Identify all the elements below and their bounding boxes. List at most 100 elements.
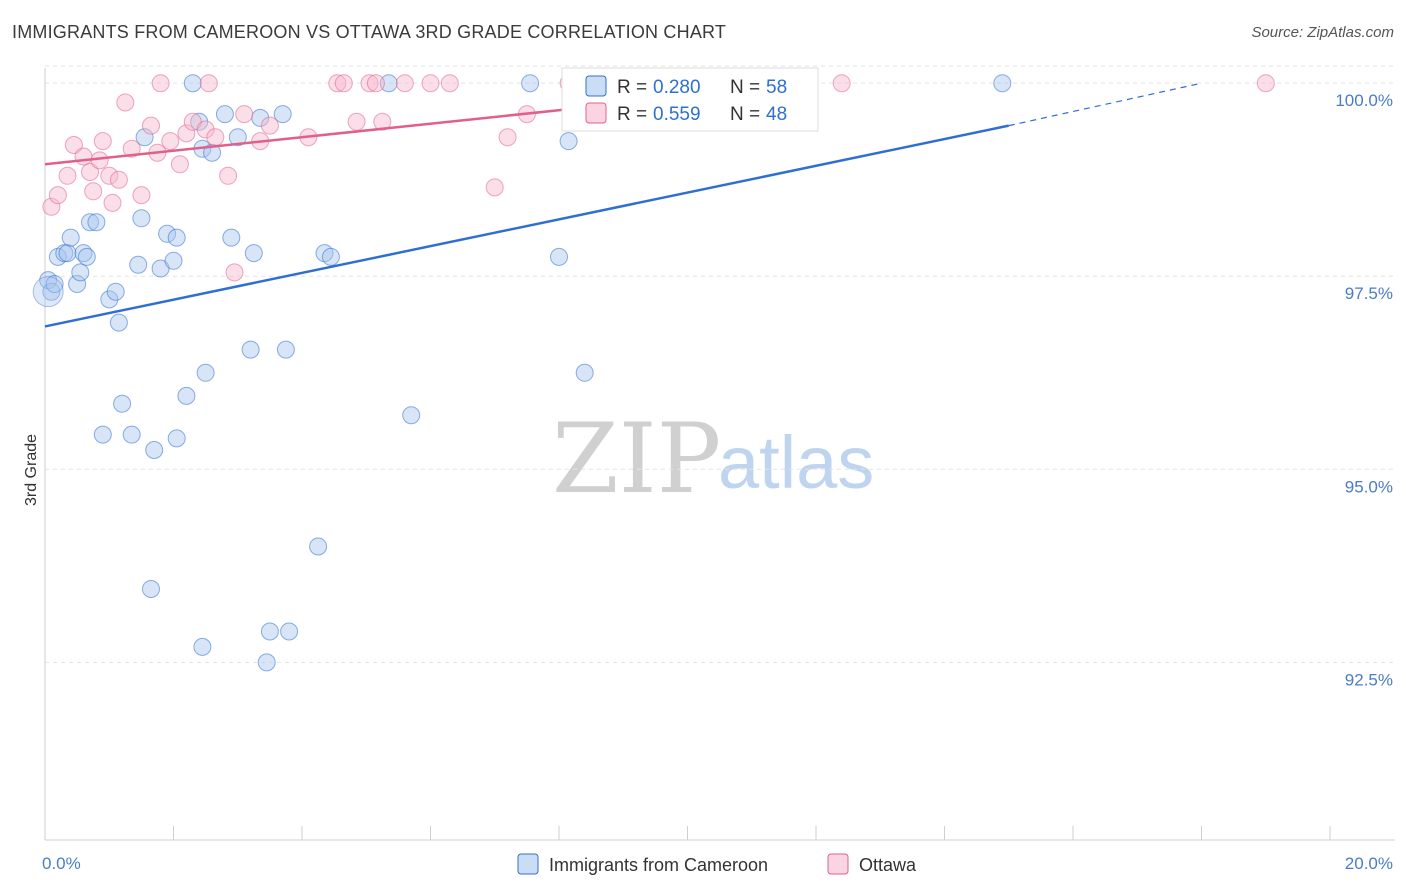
legend-r-value-ottawa: 0.559 xyxy=(653,104,701,125)
ottawa-point-15 xyxy=(142,116,160,135)
ottawa-point-17 xyxy=(151,74,170,93)
ottawa-point-20 xyxy=(177,124,196,143)
cameroon-point-26 xyxy=(203,143,222,162)
cameroon-point-42 xyxy=(241,340,260,359)
legend-r-label-cameroon: R = xyxy=(617,77,647,98)
ottawa-point-3 xyxy=(64,136,83,154)
bottom-legend-swatch-cameroon xyxy=(517,853,539,875)
cameroon-point-45 xyxy=(177,386,196,405)
cameroon-point-12 xyxy=(87,213,106,232)
cameroon-point-56 xyxy=(260,622,279,641)
ottawa-point-9 xyxy=(100,166,119,185)
cameroon-point-40 xyxy=(993,74,1012,93)
ottawa-point-26 xyxy=(225,263,244,282)
cameroon-point-53 xyxy=(309,537,328,556)
ottawa-point-22 xyxy=(196,120,215,139)
ottawa-point-8 xyxy=(93,132,112,151)
ottawa-point-41 xyxy=(498,128,517,147)
cameroon-point-23 xyxy=(183,74,202,93)
cameroon-point-21 xyxy=(164,251,183,270)
cameroon-point-43 xyxy=(276,340,295,359)
cameroon-point-11 xyxy=(81,213,99,232)
ottawa-point-1 xyxy=(48,186,67,205)
cameroon-point-58 xyxy=(257,653,276,672)
watermark-atlas: atlas xyxy=(718,421,874,504)
x-tick-label-max: 20.0% xyxy=(1345,854,1393,873)
y-tick-label-2: 95.0% xyxy=(1345,477,1393,496)
ottawa-point-37 xyxy=(395,74,414,93)
cameroon-point-57 xyxy=(280,622,299,641)
legend-n-label-ottawa: N = xyxy=(730,104,760,125)
legend-n-label-cameroon: N = xyxy=(730,77,760,98)
ottawa-point-14 xyxy=(132,186,151,205)
series-ottawa-points xyxy=(42,74,1275,282)
cameroon-point-5 xyxy=(58,244,77,263)
cameroon-point-37 xyxy=(559,132,578,151)
bottom-legend-label-cameroon: Immigrants from Cameroon xyxy=(549,855,768,875)
stats-legend: R = 0.280 N = 58 R = 0.559 N = 48 xyxy=(561,67,819,132)
ottawa-point-7 xyxy=(90,151,109,170)
trendline-cameroon xyxy=(44,124,1010,328)
bottom-legend-swatch-ottawa xyxy=(827,853,849,875)
watermark-zip: ZIP xyxy=(552,403,721,515)
cameroon-point-14 xyxy=(106,282,125,301)
cameroon-point-27 xyxy=(215,105,234,124)
cameroon-point-34 xyxy=(321,247,340,266)
cameroon-point-46 xyxy=(113,394,132,413)
series-cameroon-points xyxy=(32,74,1012,672)
ottawa-point-2 xyxy=(58,166,77,185)
cameroon-point-54 xyxy=(142,580,160,598)
ottawa-point-19 xyxy=(170,155,189,174)
ottawa-point-11 xyxy=(109,170,128,189)
ottawa-point-0 xyxy=(42,197,61,216)
legend-swatch-cameroon xyxy=(585,75,607,97)
ottawa-point-35 xyxy=(373,112,392,131)
ottawa-point-38 xyxy=(421,74,440,93)
legend-r-value-cameroon: 0.280 xyxy=(653,77,701,98)
cameroon-point-52 xyxy=(575,363,594,382)
source-label: Source: ZipAtlas.com xyxy=(1251,24,1394,41)
ottawa-point-33 xyxy=(347,112,366,131)
ottawa-point-34 xyxy=(360,74,379,93)
ottawa-point-10 xyxy=(103,193,122,212)
cameroon-point-32 xyxy=(222,228,241,247)
cameroon-point-10 xyxy=(77,247,96,266)
cameroon-point-18 xyxy=(135,128,154,147)
ottawa-point-36 xyxy=(366,74,385,93)
cameroon-point-24 xyxy=(190,112,209,131)
cameroon-point-51 xyxy=(402,406,421,425)
cameroon-point-15 xyxy=(109,313,128,332)
y-tick-label-3: 92.5% xyxy=(1345,670,1393,689)
ottawa-point-29 xyxy=(260,116,279,135)
ottawa-point-12 xyxy=(116,93,135,112)
cameroon-point-44 xyxy=(196,363,215,382)
ottawa-point-39 xyxy=(440,74,459,93)
cameroon-point-31 xyxy=(244,244,263,263)
cameroon-point-8 xyxy=(71,263,90,282)
cameroon-point-2 xyxy=(45,275,64,293)
ottawa-point-25 xyxy=(219,166,238,185)
y-tick-label-0: 100.0% xyxy=(1335,91,1393,110)
ottawa-point-4 xyxy=(74,147,93,166)
cameroon-point-48 xyxy=(122,425,141,444)
ottawa-point-46 xyxy=(832,74,851,93)
cameroon-point-6 xyxy=(61,228,80,247)
cameroon-point-55 xyxy=(193,637,212,656)
legend-r-label-ottawa: R = xyxy=(617,104,647,125)
ottawa-point-23 xyxy=(199,74,218,93)
x-tick-label-min: 0.0% xyxy=(42,854,81,873)
ottawa-point-27 xyxy=(235,105,254,124)
ottawa-point-31 xyxy=(328,74,347,93)
cameroon-point-49 xyxy=(167,429,186,448)
series-legend: Immigrants from Cameroon Ottawa xyxy=(517,853,917,875)
ottawa-point-6 xyxy=(84,182,103,201)
cameroon-point-7 xyxy=(68,275,87,293)
ottawa-point-5 xyxy=(81,163,99,181)
cameroon-point-50 xyxy=(145,441,164,459)
trendline-cameroon-extension xyxy=(1008,82,1202,127)
cameroon-point-36 xyxy=(521,74,540,93)
cameroon-point-22 xyxy=(167,228,186,247)
ottawa-point-13 xyxy=(122,139,141,158)
y-axis-label: 3rd Grade xyxy=(23,434,40,506)
